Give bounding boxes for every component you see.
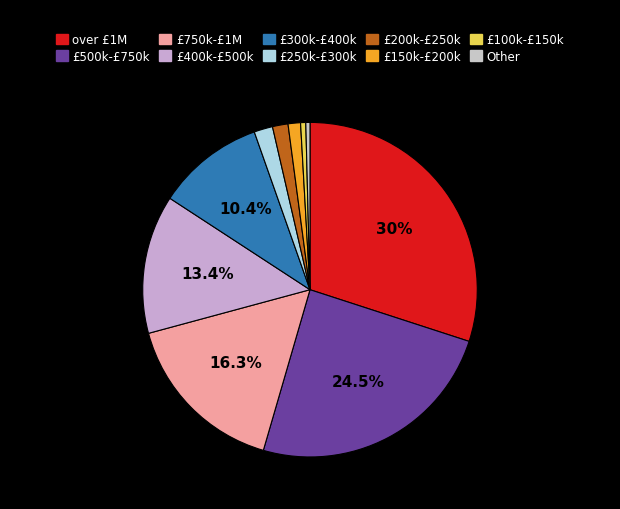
Wedge shape bbox=[254, 127, 310, 290]
Wedge shape bbox=[288, 124, 310, 290]
Text: 30%: 30% bbox=[376, 222, 412, 237]
Text: 13.4%: 13.4% bbox=[181, 266, 234, 281]
Wedge shape bbox=[301, 123, 310, 290]
Wedge shape bbox=[264, 290, 469, 457]
Wedge shape bbox=[306, 123, 310, 290]
Text: 16.3%: 16.3% bbox=[210, 355, 262, 370]
Legend: over £1M, £500k-£750k, £750k-£1M, £400k-£500k, £300k-£400k, £250k-£300k, £200k-£: over £1M, £500k-£750k, £750k-£1M, £400k-… bbox=[52, 31, 568, 67]
Wedge shape bbox=[143, 199, 310, 334]
Wedge shape bbox=[149, 290, 310, 450]
Wedge shape bbox=[170, 133, 310, 290]
Text: 24.5%: 24.5% bbox=[332, 374, 385, 389]
Wedge shape bbox=[272, 125, 310, 290]
Text: 10.4%: 10.4% bbox=[219, 201, 272, 216]
Wedge shape bbox=[310, 123, 477, 342]
